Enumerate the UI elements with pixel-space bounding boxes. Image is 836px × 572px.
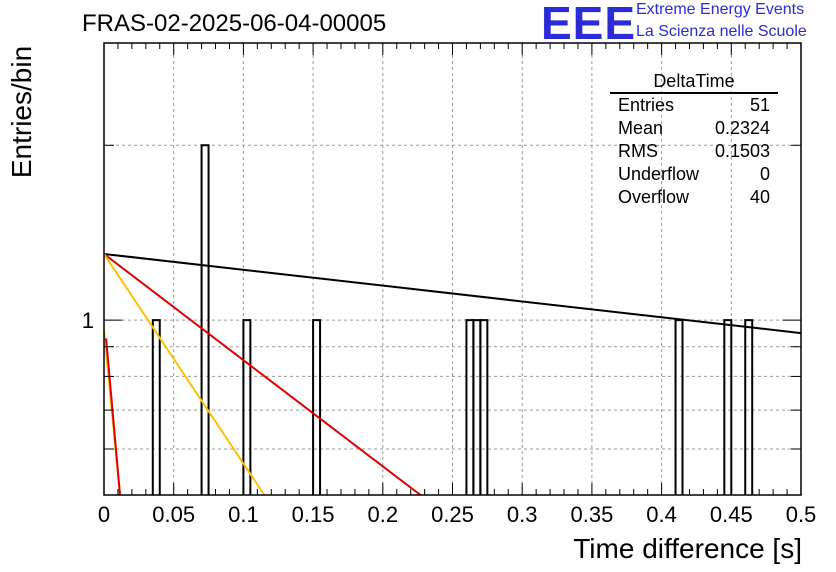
stats-row-mean: Mean 0.2324: [610, 117, 778, 140]
histogram-bar: [744, 319, 754, 495]
stats-row-overflow: Overflow 40: [610, 186, 778, 209]
histogram-bar: [479, 319, 489, 495]
stats-label: Entries: [618, 95, 675, 115]
x-tick-label: 0.25: [431, 502, 474, 527]
histogram-bar: [151, 319, 161, 495]
x-tick-label: 0.1: [228, 502, 259, 527]
histogram-bar: [242, 319, 252, 495]
stats-label: RMS: [618, 141, 658, 161]
stats-title: DeltaTime: [610, 70, 778, 94]
stats-row-rms: RMS 0.1503: [610, 140, 778, 163]
x-tick-label: 0.2: [368, 502, 399, 527]
x-tick-label: 0.45: [710, 502, 753, 527]
x-tick-label: 0: [98, 502, 110, 527]
eee-logo-line1: Extreme Energy Events: [636, 1, 805, 18]
stats-value: 0.2324: [714, 118, 770, 138]
eee-logo-line2: La Scienza nelle Scuole: [636, 23, 807, 40]
stats-row-entries: Entries 51: [610, 94, 778, 117]
stats-value: 40: [749, 187, 770, 207]
eee-logo: EEE: [541, 0, 637, 49]
y-tick-label: 1: [82, 308, 94, 333]
x-tick-label: 0.3: [507, 502, 538, 527]
fit-curve: [103, 252, 802, 335]
x-tick-label: 0.35: [570, 502, 613, 527]
histogram-bar: [312, 319, 322, 495]
x-tick-label: 0.15: [292, 502, 335, 527]
run-title: FRAS-02-2025-06-04-00005: [82, 10, 387, 37]
x-tick-label: 0.4: [646, 502, 677, 527]
x-tick-label: 0.5: [786, 502, 817, 527]
stats-value: 51: [749, 95, 770, 115]
y-axis-label: Entries/bin: [6, 45, 37, 179]
stats-value: 0: [759, 164, 770, 184]
stats-label: Mean: [618, 118, 664, 138]
stats-label: Underflow: [618, 164, 700, 184]
histogram-bar: [200, 144, 210, 495]
x-axis-label: Time difference [s]: [573, 533, 802, 564]
fit-curve: [105, 338, 122, 496]
fit-curve: [103, 253, 422, 496]
stats-row-underflow: Underflow 0: [610, 163, 778, 186]
stats-label: Overflow: [618, 187, 690, 207]
fit-curve: [103, 253, 266, 496]
stats-box: DeltaTime Entries 51 Mean 0.2324 RMS 0.1…: [610, 70, 778, 209]
histogram-bar: [723, 319, 733, 495]
x-tick-label: 0.05: [152, 502, 195, 527]
stats-value: 0.1503: [714, 141, 770, 161]
